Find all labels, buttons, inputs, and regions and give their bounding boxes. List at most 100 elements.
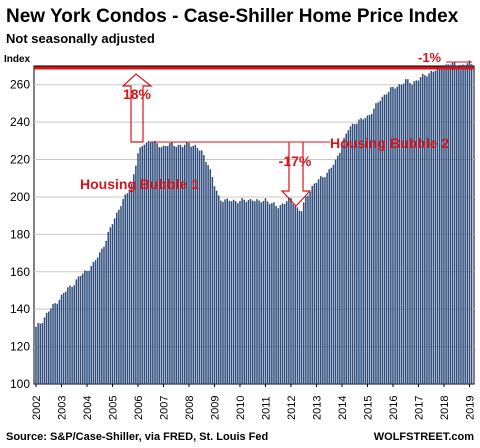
- bar: [434, 70, 437, 385]
- bar: [260, 202, 262, 384]
- bar: [377, 102, 379, 384]
- bar: [324, 177, 326, 384]
- bar: [358, 119, 360, 385]
- bar: [256, 199, 258, 384]
- bar: [177, 144, 180, 384]
- bar: [311, 185, 313, 384]
- bar: [162, 145, 165, 384]
- bar: [164, 145, 167, 384]
- bar: [105, 240, 107, 384]
- bar: [171, 142, 173, 384]
- bar: [113, 218, 116, 384]
- y-tick-label: 120: [10, 340, 30, 354]
- bar: [152, 142, 154, 384]
- bar: [211, 176, 214, 384]
- bar: [237, 203, 239, 384]
- bar: [464, 65, 466, 385]
- bar: [149, 142, 152, 384]
- bar: [347, 130, 350, 384]
- bar: [141, 146, 143, 384]
- bar: [309, 192, 311, 384]
- bar: [109, 227, 112, 384]
- bar: [268, 204, 271, 384]
- bar: [220, 200, 222, 384]
- bar: [451, 62, 454, 385]
- x-tick-labels: 2002 2003 2004 2005 2006 2007 2008 2009 2010 2011…: [31, 384, 476, 420]
- bar: [103, 246, 105, 384]
- bar: [217, 195, 220, 384]
- bar: [305, 196, 307, 384]
- bar: [215, 190, 218, 384]
- bar: [64, 291, 67, 384]
- bar: [330, 167, 333, 384]
- bar: [186, 141, 188, 384]
- bar: [35, 326, 37, 384]
- bar: [277, 208, 279, 384]
- plot-frame: [33, 65, 475, 385]
- bar: [302, 202, 305, 384]
- bar: [254, 201, 256, 384]
- bar: [455, 65, 458, 384]
- y-tick-labels: 100 120 140 160 180 200 220 240 260: [10, 78, 30, 391]
- y-tick-label: 200: [10, 190, 30, 204]
- y-axis-label: Index: [4, 54, 31, 65]
- bar: [362, 119, 364, 384]
- bar: [313, 183, 316, 384]
- bar: [364, 118, 367, 384]
- bar: [349, 126, 352, 385]
- bar: [249, 199, 252, 384]
- bar: [275, 205, 277, 384]
- bar: [458, 67, 460, 384]
- bar: [370, 113, 373, 385]
- bar: [307, 195, 309, 384]
- x-tick-label: 2018: [439, 396, 451, 420]
- bar: [415, 80, 418, 384]
- x-tick-label: 2009: [209, 396, 221, 420]
- y-tick-label: 240: [10, 115, 30, 129]
- bar: [137, 153, 139, 384]
- bar: [75, 279, 78, 384]
- bar: [228, 200, 231, 384]
- bar: [56, 303, 59, 384]
- y-tick-label: 140: [10, 302, 30, 316]
- bar: [62, 293, 65, 384]
- bar: [196, 148, 199, 384]
- bar: [54, 303, 56, 384]
- bar: [37, 323, 39, 384]
- bar: [285, 201, 288, 384]
- x-tick-label: 2017: [413, 396, 425, 420]
- bar: [319, 176, 322, 384]
- bar: [332, 164, 335, 384]
- bar: [436, 67, 439, 385]
- bar: [392, 86, 394, 384]
- bar: [156, 143, 158, 384]
- bar: [413, 81, 415, 384]
- bar: [190, 146, 192, 384]
- y-tick-label: 220: [10, 153, 30, 167]
- bar: [175, 146, 177, 384]
- bar: [449, 64, 452, 384]
- x-tick-label: 2016: [388, 396, 400, 420]
- y-tick-label: 180: [10, 227, 30, 241]
- bar: [247, 199, 250, 384]
- x-tick-label: 2003: [56, 396, 68, 420]
- bar: [209, 169, 211, 384]
- bar: [343, 137, 345, 384]
- bar: [47, 311, 50, 384]
- bar: [387, 91, 390, 385]
- bar: [101, 248, 103, 384]
- bar: [207, 165, 209, 384]
- bar: [90, 265, 93, 384]
- brand-mark: WOLFSTREET.com: [374, 431, 474, 443]
- bar: [84, 270, 86, 384]
- bar: [188, 142, 190, 384]
- x-tick-label: 2008: [184, 396, 196, 420]
- bar: [271, 203, 273, 384]
- bar: [94, 260, 97, 384]
- x-tick-label: 2011: [260, 396, 272, 420]
- bar: [128, 189, 131, 384]
- bar: [251, 200, 254, 384]
- bar: [222, 202, 224, 384]
- bar: [135, 165, 137, 384]
- label-housing-bubble-2: Housing Bubble 2: [330, 135, 449, 151]
